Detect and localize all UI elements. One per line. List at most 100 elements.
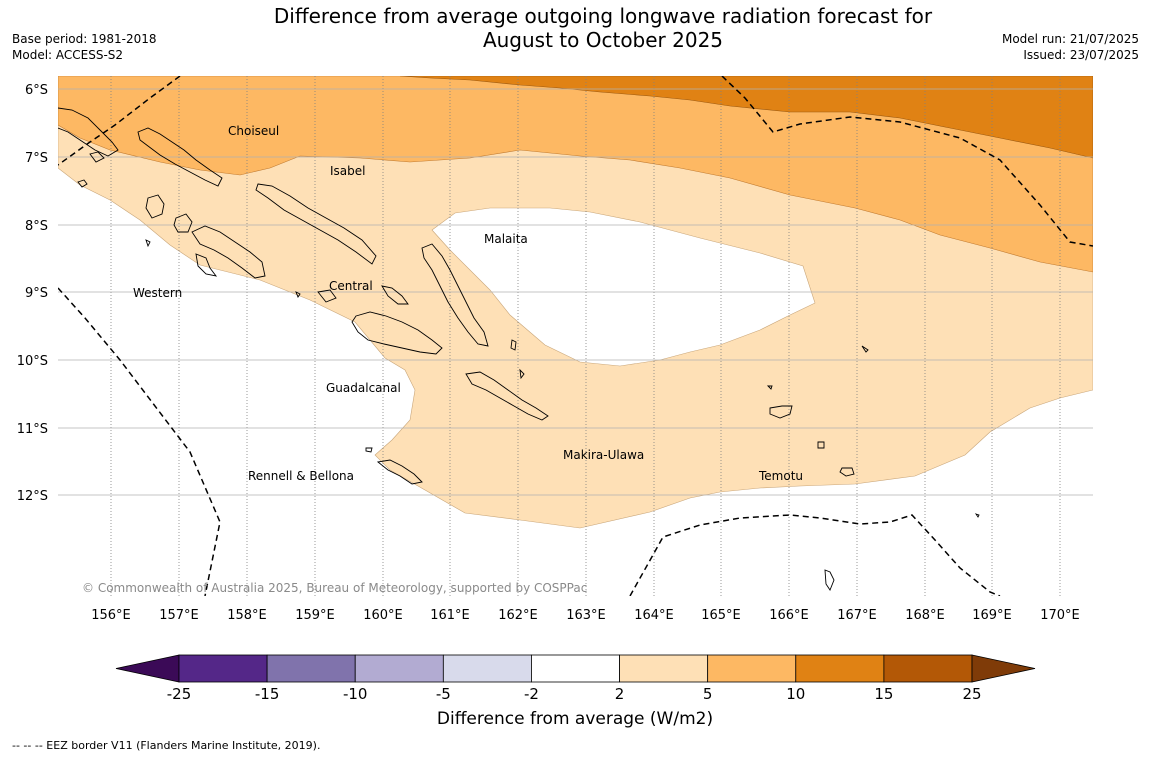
kolombangara bbox=[173, 213, 193, 233]
rennell-island bbox=[376, 459, 423, 485]
colorbar-extend-low bbox=[115, 654, 180, 683]
lon-label: 163°E bbox=[566, 608, 606, 623]
bellona-island bbox=[365, 447, 373, 453]
choiseul-island bbox=[137, 127, 223, 187]
lat-label: 7°S bbox=[25, 151, 48, 166]
russell-islands bbox=[295, 291, 301, 298]
eez-borders bbox=[58, 76, 1093, 596]
reef-islands bbox=[766, 385, 773, 390]
gridlines bbox=[58, 76, 1093, 596]
colorbar-extend-high bbox=[971, 654, 1036, 683]
copyright-note: © Commonwealth of Australia 2025, Bureau… bbox=[82, 581, 587, 595]
lon-label: 162°E bbox=[498, 608, 538, 623]
bougainville-coast bbox=[58, 107, 119, 157]
label-temotu: Temotu bbox=[758, 469, 803, 483]
lon-label: 167°E bbox=[837, 608, 877, 623]
lon-label: 170°E bbox=[1040, 608, 1080, 623]
lat-label: 9°S bbox=[25, 286, 48, 301]
santa-isabel bbox=[255, 183, 377, 265]
anuta bbox=[974, 513, 980, 518]
meta-left: Base period: 1981-2018 Model: ACCESS-S2 bbox=[12, 31, 157, 63]
duff-islands bbox=[861, 345, 869, 353]
colorbar-segment bbox=[707, 654, 797, 683]
label-rennell-bellona: Rennell & Bellona bbox=[248, 469, 354, 483]
utupua bbox=[817, 441, 825, 449]
label-makira-ulawa: Makira-Ulawa bbox=[563, 448, 644, 462]
colorbar-segment bbox=[266, 654, 356, 683]
lon-label: 165°E bbox=[701, 608, 741, 623]
colorbar-tick-label: 25 bbox=[962, 685, 981, 703]
lon-label: 158°E bbox=[227, 608, 267, 623]
issued-date: Issued: 23/07/2025 bbox=[1023, 48, 1139, 62]
province-labels: Choiseul Isabel Malaita Western Central … bbox=[133, 124, 803, 483]
colorbar-tick-label: -25 bbox=[167, 685, 192, 703]
lat-label: 11°S bbox=[17, 422, 48, 437]
label-malaita: Malaita bbox=[484, 232, 528, 246]
rendova bbox=[195, 253, 218, 277]
label-choiseul: Choiseul bbox=[228, 124, 279, 138]
guadalcanal-island bbox=[351, 311, 443, 355]
lon-label: 164°E bbox=[634, 608, 674, 623]
colorbar-segment bbox=[619, 654, 709, 683]
colorbar: -25 -15 -10 -5 -2 2 5 10 15 25 bbox=[115, 654, 1036, 703]
colorbar-title: Difference from average (W/m2) bbox=[436, 709, 714, 729]
shortland bbox=[89, 151, 105, 163]
colorbar-segment bbox=[442, 654, 532, 683]
small-west bbox=[145, 239, 151, 248]
colorbar-segment bbox=[795, 654, 885, 683]
lon-label: 166°E bbox=[769, 608, 809, 623]
colorbar-tick-label: -5 bbox=[436, 685, 451, 703]
meta-right: Model run: 21/07/2025 Issued: 23/07/2025 bbox=[1002, 31, 1139, 63]
new-georgia bbox=[191, 225, 266, 279]
vella-lavella bbox=[145, 194, 165, 219]
colorbar-tick-label: 5 bbox=[703, 685, 713, 703]
small-malaita bbox=[510, 339, 517, 351]
ulawa bbox=[519, 368, 525, 380]
vanikoro bbox=[839, 467, 855, 477]
island-west-1 bbox=[77, 179, 88, 188]
chart-title: Difference from average outgoing longwav… bbox=[230, 4, 976, 52]
label-central: Central bbox=[329, 279, 373, 293]
lon-label: 169°E bbox=[972, 608, 1012, 623]
tikopia bbox=[824, 569, 835, 591]
lon-label: 161°E bbox=[430, 608, 470, 623]
savo bbox=[381, 285, 409, 305]
coastlines bbox=[58, 107, 980, 591]
label-guadalcanal: Guadalcanal bbox=[326, 381, 401, 395]
florida-islands bbox=[317, 289, 337, 303]
model-name: Model: ACCESS-S2 bbox=[12, 48, 124, 62]
colorbar-segment bbox=[354, 654, 444, 683]
lon-label: 157°E bbox=[159, 608, 199, 623]
base-period: Base period: 1981-2018 bbox=[12, 32, 157, 46]
lat-labels: 6°S 7°S 8°S 9°S 10°S 11°S 12°S bbox=[17, 83, 48, 504]
colorbar-segment bbox=[883, 654, 973, 683]
label-isabel: Isabel bbox=[330, 164, 365, 178]
colorbar-segment bbox=[531, 654, 620, 683]
lat-label: 12°S bbox=[17, 489, 48, 504]
lon-label: 156°E bbox=[91, 608, 131, 623]
map-area: © Commonwealth of Australia 2025, Bureau… bbox=[58, 76, 1093, 596]
title-line-2: August to October 2025 bbox=[482, 28, 724, 52]
lon-label: 159°E bbox=[295, 608, 335, 623]
colorbar-tick-label: 15 bbox=[874, 685, 893, 703]
lon-label: 168°E bbox=[905, 608, 945, 623]
makira-island bbox=[465, 371, 549, 421]
colorbar-tick-label: -2 bbox=[524, 685, 539, 703]
colorbar-tick-label: 10 bbox=[786, 685, 805, 703]
label-western: Western bbox=[133, 286, 182, 300]
band-5-to-10 bbox=[58, 76, 1093, 273]
lon-labels: 156°E 157°E 158°E 159°E 160°E 161°E 162°… bbox=[91, 608, 1080, 623]
lat-label: 8°S bbox=[25, 219, 48, 234]
model-run: Model run: 21/07/2025 bbox=[1001, 32, 1139, 46]
colorbar-tick-label: -10 bbox=[343, 685, 368, 703]
white-hole-malaita bbox=[431, 207, 816, 367]
colorbar-tick-label: -15 bbox=[255, 685, 280, 703]
santa-cruz-ndeni bbox=[769, 405, 793, 419]
band-10-to-15 bbox=[399, 76, 1093, 159]
colorbar-segment bbox=[178, 654, 268, 683]
lat-label: 10°S bbox=[17, 354, 48, 369]
malaita-island bbox=[421, 243, 489, 347]
eez-footnote: -- -- -- EEZ border V11 (Flanders Marine… bbox=[12, 739, 321, 752]
title-line-1: Difference from average outgoing longwav… bbox=[273, 4, 933, 28]
